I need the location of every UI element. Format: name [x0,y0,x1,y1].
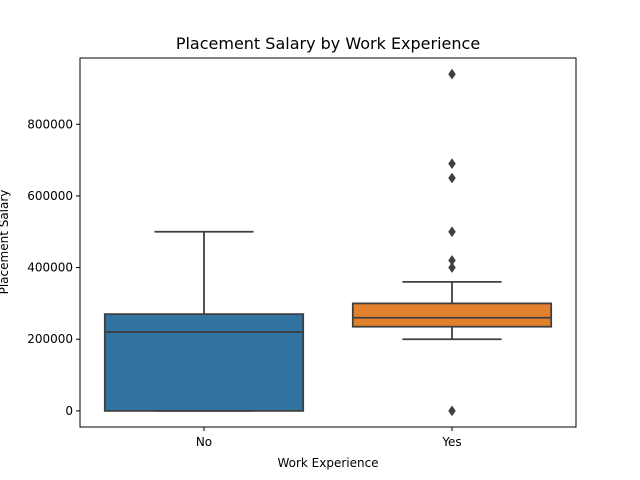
outlier-point [448,254,456,266]
outlier-point [448,405,456,417]
box-iqr [103,313,305,412]
plot-area [103,68,553,417]
box-iqr [351,302,553,328]
x-tick-label: No [196,435,212,449]
plot-frame [79,57,577,428]
outlier-point [448,262,456,274]
y-tick-label: 600000 [27,189,73,203]
x-axis-label: Work Experience [277,456,378,470]
outlier-point [448,172,456,184]
y-tick-label: 200000 [27,332,73,346]
y-axis-label: Placement Salary [0,190,11,295]
y-tick-label: 0 [65,404,73,418]
box-group-no [103,230,305,412]
chart-title: Placement Salary by Work Experience [176,34,480,53]
y-tick-label: 400000 [27,261,73,275]
outlier-point [448,226,456,238]
y-axis: 0 200000 400000 600000 800000 [27,117,80,418]
outlier-point [448,158,456,170]
outlier-point [448,68,456,80]
x-axis: No Yes [196,427,462,449]
y-tick-label: 800000 [27,117,73,131]
x-tick-label: Yes [441,435,461,449]
box-group-yes [351,68,553,417]
